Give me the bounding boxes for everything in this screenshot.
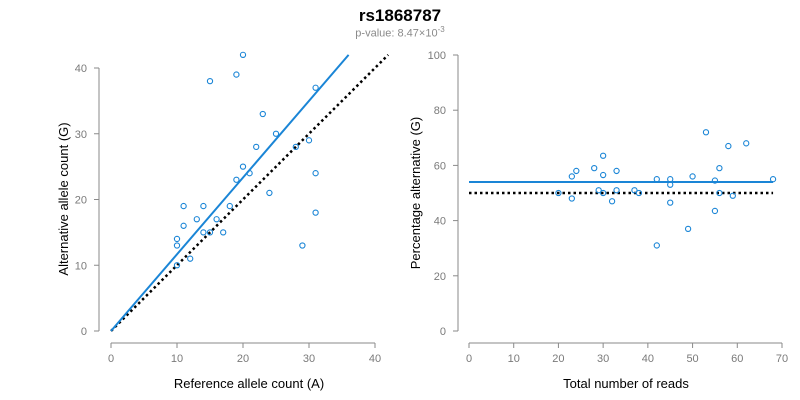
data-point <box>253 143 260 151</box>
data-point <box>266 189 273 197</box>
chart-subtitle: p-value: 8.47×10-3 <box>0 25 800 40</box>
data-point <box>239 51 247 58</box>
x-tick-label: 10 <box>508 353 520 365</box>
data-point <box>305 137 313 144</box>
x-tick-label: 60 <box>731 353 743 365</box>
data-point <box>608 198 616 205</box>
y-tick-label: 40 <box>434 216 446 228</box>
data-point <box>689 173 696 180</box>
x-tick-label: 40 <box>642 353 654 365</box>
data-point <box>613 167 620 175</box>
x-tick-label: 20 <box>237 353 249 365</box>
data-point <box>573 167 580 175</box>
x-tick-label: 0 <box>108 353 114 365</box>
y-tick-label: 20 <box>75 195 87 207</box>
data-point <box>312 170 319 177</box>
data-point <box>568 173 575 180</box>
data-point <box>200 202 207 210</box>
data-point <box>312 209 319 216</box>
data-point <box>213 216 220 223</box>
scatter-panel-allele-counts: 0 10 20 30 40 0 10 20 30 40 Reference allele count… <box>56 51 390 391</box>
x-tick-label: 70 <box>776 353 788 365</box>
y-tick-label: 80 <box>434 105 446 117</box>
data-point <box>743 140 750 147</box>
data-point <box>711 207 719 215</box>
data-point <box>729 192 736 199</box>
data-point <box>173 262 181 269</box>
reference-line <box>110 53 390 332</box>
y-tick-label: 40 <box>75 63 87 75</box>
data-point <box>206 229 214 236</box>
data-point <box>206 78 214 85</box>
x-axis-title: Reference allele count (A) <box>174 376 324 391</box>
data-point <box>702 129 710 136</box>
y-tick-label: 60 <box>434 160 446 172</box>
data-point <box>653 176 660 183</box>
data-point <box>193 216 200 223</box>
data-point <box>233 176 240 183</box>
x-tick-label: 20 <box>552 353 564 365</box>
data-point <box>312 84 319 91</box>
data-point <box>200 229 207 236</box>
y-tick-label: 10 <box>75 260 87 272</box>
data-point <box>711 177 719 184</box>
p-value-exponent: -3 <box>437 25 445 34</box>
data-point <box>631 187 638 194</box>
data-point <box>725 142 732 150</box>
y-tick-label: 20 <box>434 271 446 283</box>
data-point <box>299 242 306 249</box>
data-point <box>173 242 181 249</box>
data-point <box>233 71 240 78</box>
y-tick-label: 0 <box>81 326 87 338</box>
data-point <box>599 152 607 159</box>
data-point <box>769 176 777 183</box>
data-point <box>226 202 233 210</box>
x-tick-label: 50 <box>686 353 698 365</box>
x-tick-label: 0 <box>466 353 472 365</box>
x-tick-label: 40 <box>369 353 381 365</box>
data-point <box>555 189 562 197</box>
data-point <box>246 170 253 177</box>
data-point <box>684 225 692 233</box>
data-point <box>239 163 247 170</box>
data-point <box>568 195 575 202</box>
x-tick-label: 10 <box>171 353 183 365</box>
y-axis-title: Percentage alternative (G) <box>408 117 423 269</box>
x-tick-label: 30 <box>303 353 315 365</box>
x-axis-title: Total number of reads <box>563 376 689 391</box>
data-point <box>635 189 643 197</box>
y-axis-title: Alternative allele count (G) <box>56 122 71 275</box>
scatter-panel-percentage: 0 10 20 30 40 50 60 70 0 20 40 60 80 100 Total number … <box>408 50 788 391</box>
data-point <box>599 189 607 197</box>
y-tick-label: 30 <box>75 129 87 141</box>
data-point <box>716 165 723 172</box>
data-point <box>599 171 607 179</box>
x-tick-label: 30 <box>597 353 609 365</box>
fit-line <box>110 54 350 332</box>
y-tick-label: 0 <box>440 326 446 338</box>
data-point <box>180 222 187 229</box>
data-point <box>187 255 194 262</box>
p-value-text: p-value: 8.47×10 <box>355 27 438 40</box>
data-point <box>653 242 660 249</box>
data-point <box>272 130 280 137</box>
y-tick-label: 100 <box>428 50 446 62</box>
data-point <box>259 110 266 118</box>
data-point <box>613 187 620 194</box>
data-point <box>591 165 598 172</box>
data-point <box>595 187 602 194</box>
data-point <box>716 189 723 197</box>
data-point <box>180 202 187 210</box>
chart-title: rs1868787 <box>358 6 442 25</box>
data-point <box>292 143 299 151</box>
data-point <box>667 199 674 206</box>
data-point <box>667 181 674 188</box>
data-point <box>173 235 181 243</box>
data-point <box>220 229 227 236</box>
